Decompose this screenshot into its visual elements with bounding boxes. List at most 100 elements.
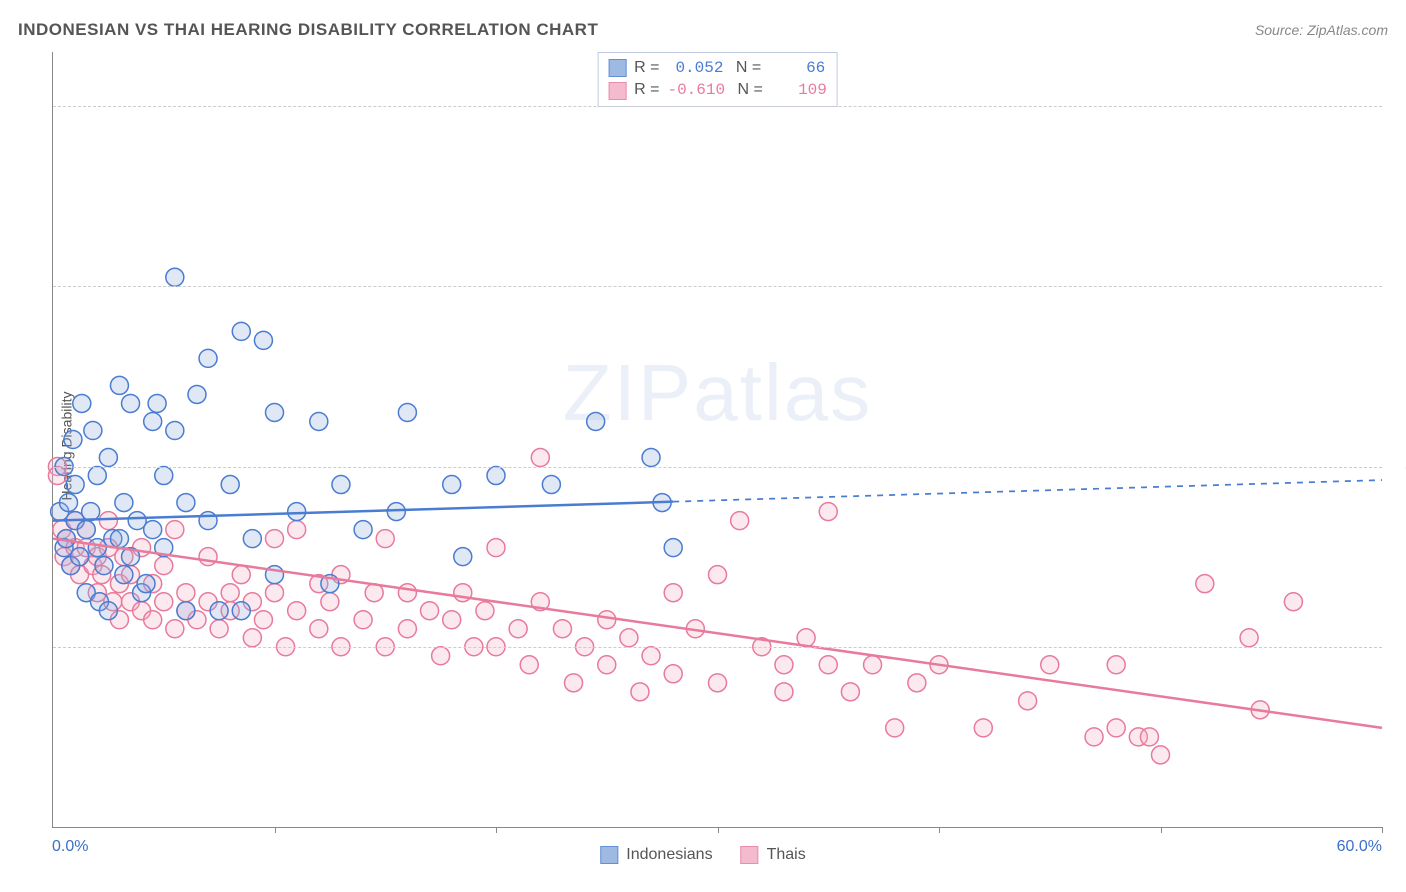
y-tick-label: 4.0% [1390, 458, 1406, 476]
data-point [321, 593, 339, 611]
swatch-thais [608, 82, 626, 100]
x-tick-mark [939, 827, 940, 833]
data-point [487, 467, 505, 485]
data-point [376, 530, 394, 548]
data-point [110, 376, 128, 394]
data-point [620, 629, 638, 647]
x-tick-mark [275, 827, 276, 833]
stats-row-thais: R = -0.610 N = 109 [608, 79, 827, 101]
data-point [432, 647, 450, 665]
data-point [137, 575, 155, 593]
data-point [115, 494, 133, 512]
data-point [232, 322, 250, 340]
r-label: R = [634, 57, 659, 79]
data-point [974, 719, 992, 737]
trend-line-dashed [673, 480, 1382, 502]
chart-title: INDONESIAN VS THAI HEARING DISABILITY CO… [18, 20, 598, 40]
stats-row-indonesians: R = 0.052 N = 66 [608, 57, 827, 79]
gridline-h [53, 467, 1382, 468]
legend-label-thais: Thais [767, 846, 806, 864]
data-point [476, 602, 494, 620]
data-point [1240, 629, 1258, 647]
y-tick-label: 2.0% [1390, 638, 1406, 656]
data-point [71, 548, 89, 566]
data-point [631, 683, 649, 701]
r-label: R = [634, 79, 659, 101]
data-point [73, 394, 91, 412]
data-point [454, 548, 472, 566]
data-point [864, 656, 882, 674]
data-point [354, 611, 372, 629]
data-point [1140, 728, 1158, 746]
data-point [99, 602, 117, 620]
data-point [542, 476, 560, 494]
data-point [115, 566, 133, 584]
legend-item-indonesians: Indonesians [600, 846, 712, 864]
data-point [398, 620, 416, 638]
data-point [221, 584, 239, 602]
data-point [398, 584, 416, 602]
data-point [775, 683, 793, 701]
data-point [148, 394, 166, 412]
gridline-h [53, 647, 1382, 648]
data-point [266, 403, 284, 421]
data-point [664, 584, 682, 602]
data-point [487, 539, 505, 557]
data-point [587, 412, 605, 430]
data-point [1107, 719, 1125, 737]
data-point [166, 268, 184, 286]
data-point [553, 620, 571, 638]
legend-label-indonesians: Indonesians [626, 846, 712, 864]
data-point [64, 431, 82, 449]
data-point [709, 674, 727, 692]
data-point [110, 530, 128, 548]
data-point [509, 620, 527, 638]
data-point [310, 412, 328, 430]
swatch-indonesians [608, 59, 626, 77]
y-tick-label: 8.0% [1390, 97, 1406, 115]
data-point [66, 476, 84, 494]
data-point [443, 611, 461, 629]
data-point [243, 530, 261, 548]
data-point [775, 656, 793, 674]
data-point [144, 412, 162, 430]
data-point [99, 449, 117, 467]
data-point [1196, 575, 1214, 593]
trend-line-solid [53, 502, 673, 521]
data-point [709, 566, 727, 584]
data-point [155, 557, 173, 575]
data-point [565, 674, 583, 692]
data-point [254, 611, 272, 629]
scatter-plot-svg [53, 52, 1382, 827]
r-value-thais: -0.610 [667, 79, 725, 101]
data-point [310, 620, 328, 638]
data-point [166, 620, 184, 638]
data-point [288, 503, 306, 521]
data-point [155, 467, 173, 485]
data-point [664, 665, 682, 683]
data-point [232, 566, 250, 584]
x-tick-mark [496, 827, 497, 833]
data-point [598, 611, 616, 629]
data-point [144, 521, 162, 539]
data-point [232, 602, 250, 620]
data-point [199, 548, 217, 566]
data-point [60, 494, 78, 512]
data-point [1085, 728, 1103, 746]
x-tick-mark [718, 827, 719, 833]
data-point [88, 467, 106, 485]
x-tick-mark [1161, 827, 1162, 833]
data-point [95, 557, 113, 575]
data-point [155, 593, 173, 611]
data-point [221, 476, 239, 494]
data-point [266, 530, 284, 548]
data-point [819, 503, 837, 521]
data-point [99, 512, 117, 530]
n-label: N = [733, 79, 763, 101]
data-point [387, 503, 405, 521]
x-axis-min-label: 0.0% [52, 838, 88, 856]
data-point [199, 349, 217, 367]
data-point [1019, 692, 1037, 710]
data-point [664, 539, 682, 557]
data-point [288, 602, 306, 620]
